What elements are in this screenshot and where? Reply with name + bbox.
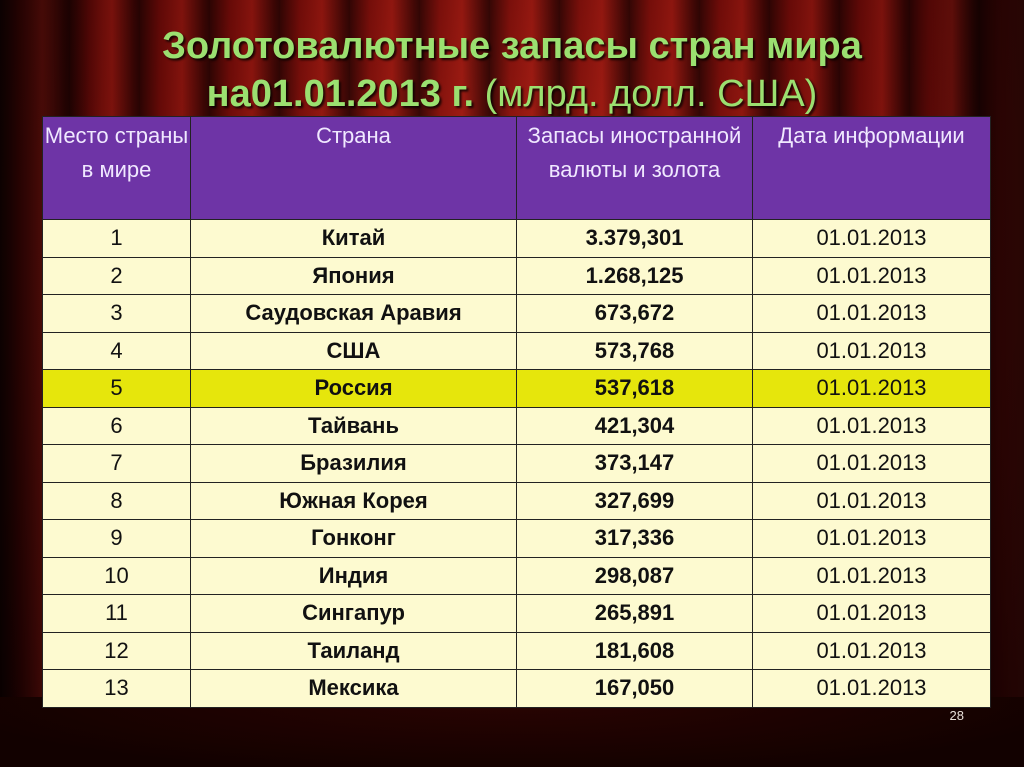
- title-unit: (млрд. долл. США): [474, 73, 818, 115]
- table-header-row: Место страны в мире Страна Запасы иностр…: [42, 116, 991, 220]
- cell-date: 01.01.2013: [752, 669, 991, 708]
- cell-country: Южная Корея: [190, 481, 517, 520]
- cell-amount: 537,618: [516, 369, 753, 408]
- table-row: 2 Япония 1.268,125 01.01.2013: [42, 256, 991, 295]
- table-row: 10 Индия 298,087 01.01.2013: [42, 556, 991, 595]
- cell-amount: 573,768: [516, 331, 753, 370]
- table-row: 12 Таиланд 181,608 01.01.2013: [42, 631, 991, 670]
- cell-rank: 2: [42, 256, 191, 295]
- cell-date: 01.01.2013: [752, 444, 991, 483]
- cell-rank: 8: [42, 481, 191, 520]
- cell-date: 01.01.2013: [752, 519, 991, 558]
- table-row: 7 Бразилия 373,147 01.01.2013: [42, 444, 991, 483]
- cell-country: Япония: [190, 256, 517, 295]
- table-row: 9 Гонконг 317,336 01.01.2013: [42, 519, 991, 558]
- cell-amount: 373,147: [516, 444, 753, 483]
- cell-rank: 5: [42, 369, 191, 408]
- header-date: Дата информации: [752, 116, 991, 220]
- cell-amount: 298,087: [516, 556, 753, 595]
- cell-rank: 9: [42, 519, 191, 558]
- table-row: 8 Южная Корея 327,699 01.01.2013: [42, 481, 991, 520]
- cell-rank: 13: [42, 669, 191, 708]
- cell-amount: 673,672: [516, 294, 753, 333]
- cell-rank: 3: [42, 294, 191, 333]
- header-reserves: Запасы иностранной валюты и золота: [516, 116, 753, 220]
- header-rank: Место страны в мире: [42, 116, 191, 220]
- page-number: 28: [949, 708, 964, 723]
- cell-date: 01.01.2013: [752, 294, 991, 333]
- cell-country: Тайвань: [190, 406, 517, 445]
- table-row: 5 Россия 537,618 01.01.2013: [42, 369, 991, 408]
- cell-country: Бразилия: [190, 444, 517, 483]
- cell-amount: 167,050: [516, 669, 753, 708]
- cell-country: Китай: [190, 219, 517, 258]
- table-row: 13 Мексика 167,050 01.01.2013: [42, 669, 991, 708]
- cell-date: 01.01.2013: [752, 256, 991, 295]
- cell-amount: 421,304: [516, 406, 753, 445]
- cell-amount: 181,608: [516, 631, 753, 670]
- cell-amount: 1.268,125: [516, 256, 753, 295]
- table-row: 11 Сингапур 265,891 01.01.2013: [42, 594, 991, 633]
- cell-date: 01.01.2013: [752, 406, 991, 445]
- cell-rank: 11: [42, 594, 191, 633]
- cell-rank: 10: [42, 556, 191, 595]
- cell-country: Индия: [190, 556, 517, 595]
- cell-date: 01.01.2013: [752, 331, 991, 370]
- slide-title: Золотовалютные запасы стран мира на01.01…: [40, 22, 984, 118]
- cell-amount: 3.379,301: [516, 219, 753, 258]
- cell-date: 01.01.2013: [752, 556, 991, 595]
- cell-date: 01.01.2013: [752, 369, 991, 408]
- table-row: 6 Тайвань 421,304 01.01.2013: [42, 406, 991, 445]
- table-body: 1 Китай 3.379,301 01.01.2013 2 Япония 1.268,12…: [42, 219, 991, 708]
- cell-amount: 265,891: [516, 594, 753, 633]
- cell-rank: 6: [42, 406, 191, 445]
- cell-date: 01.01.2013: [752, 631, 991, 670]
- table-row: 1 Китай 3.379,301 01.01.2013: [42, 219, 991, 258]
- cell-country: Таиланд: [190, 631, 517, 670]
- cell-rank: 12: [42, 631, 191, 670]
- cell-amount: 327,699: [516, 481, 753, 520]
- cell-date: 01.01.2013: [752, 219, 991, 258]
- title-date: на01.01.2013 г.: [206, 73, 475, 115]
- title-line1: Золотовалютные запасы стран мира: [162, 25, 862, 67]
- cell-country: Мексика: [190, 669, 517, 708]
- cell-amount: 317,336: [516, 519, 753, 558]
- table-row: 3 Саудовская Аравия 673,672 01.01.2013: [42, 294, 991, 333]
- header-country: Страна: [190, 116, 517, 220]
- cell-country: Сингапур: [190, 594, 517, 633]
- cell-date: 01.01.2013: [752, 594, 991, 633]
- reserves-table: Место страны в мире Страна Запасы иностр…: [42, 116, 991, 708]
- table-row: 4 США 573,768 01.01.2013: [42, 331, 991, 370]
- cell-country: США: [190, 331, 517, 370]
- cell-country: Гонконг: [190, 519, 517, 558]
- cell-rank: 4: [42, 331, 191, 370]
- cell-date: 01.01.2013: [752, 481, 991, 520]
- stage-floor: [0, 697, 1024, 767]
- cell-rank: 7: [42, 444, 191, 483]
- cell-country: Россия: [190, 369, 517, 408]
- cell-country: Саудовская Аравия: [190, 294, 517, 333]
- cell-rank: 1: [42, 219, 191, 258]
